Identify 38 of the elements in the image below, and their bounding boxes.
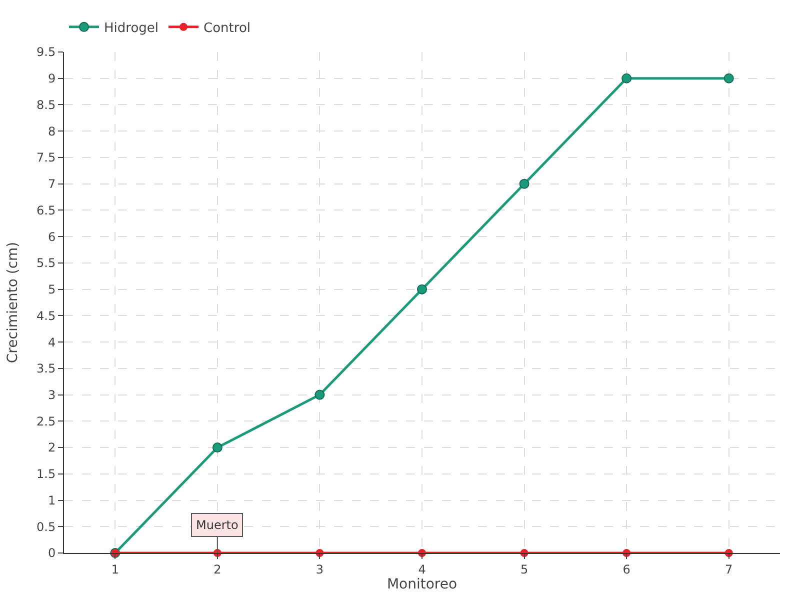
y-tick-label: 2.5 xyxy=(36,414,56,428)
point xyxy=(212,442,222,453)
y-tick-label: 9 xyxy=(48,72,56,86)
x-tick-label: 5 xyxy=(520,562,528,576)
y-axis-title: Crecimiento (cm) xyxy=(5,242,22,364)
y-tick-label: 6.5 xyxy=(36,203,56,218)
point xyxy=(622,73,632,84)
y-tick-label: 6 xyxy=(48,230,56,244)
x-tick-label: 3 xyxy=(316,562,324,576)
y-tick-label: 9.5 xyxy=(36,45,56,60)
point xyxy=(724,73,734,84)
y-tick-label: 8 xyxy=(48,124,56,138)
point xyxy=(314,390,325,400)
point xyxy=(417,284,427,294)
x-tick-label: 7 xyxy=(725,562,733,576)
y-tick-label: 4.5 xyxy=(36,308,56,323)
y-tick-label: 7.5 xyxy=(36,150,56,165)
y-tick-label: 7 xyxy=(48,177,56,192)
y-tick-label: 5.5 xyxy=(36,256,56,270)
x-tick-label: 1 xyxy=(111,562,119,576)
annotation: Muerto xyxy=(196,518,238,532)
legend-label: Control xyxy=(204,21,251,36)
y-tick-label: 5 xyxy=(48,282,56,297)
legend-label: Hidrogel xyxy=(104,21,159,36)
y-tick-label: 3 xyxy=(48,388,56,402)
y-tick-label: 1 xyxy=(48,493,56,508)
x-tick-label: 2 xyxy=(214,562,222,576)
y-tick-label: 0 xyxy=(48,546,56,560)
point xyxy=(519,178,530,189)
y-tick-label: 0.5 xyxy=(36,520,56,534)
x-tick-label: 4 xyxy=(418,562,426,576)
x-tick-label: 6 xyxy=(622,562,630,576)
x-axis-title: Monitoreo xyxy=(386,576,458,592)
y-tick-label: 4 xyxy=(48,335,56,350)
y-tick-label: 8.5 xyxy=(36,98,56,112)
y-tick-label: 1.5 xyxy=(36,467,56,482)
y-tick-label: 2 xyxy=(48,440,56,455)
y-tick-label: 3.5 xyxy=(36,362,56,376)
